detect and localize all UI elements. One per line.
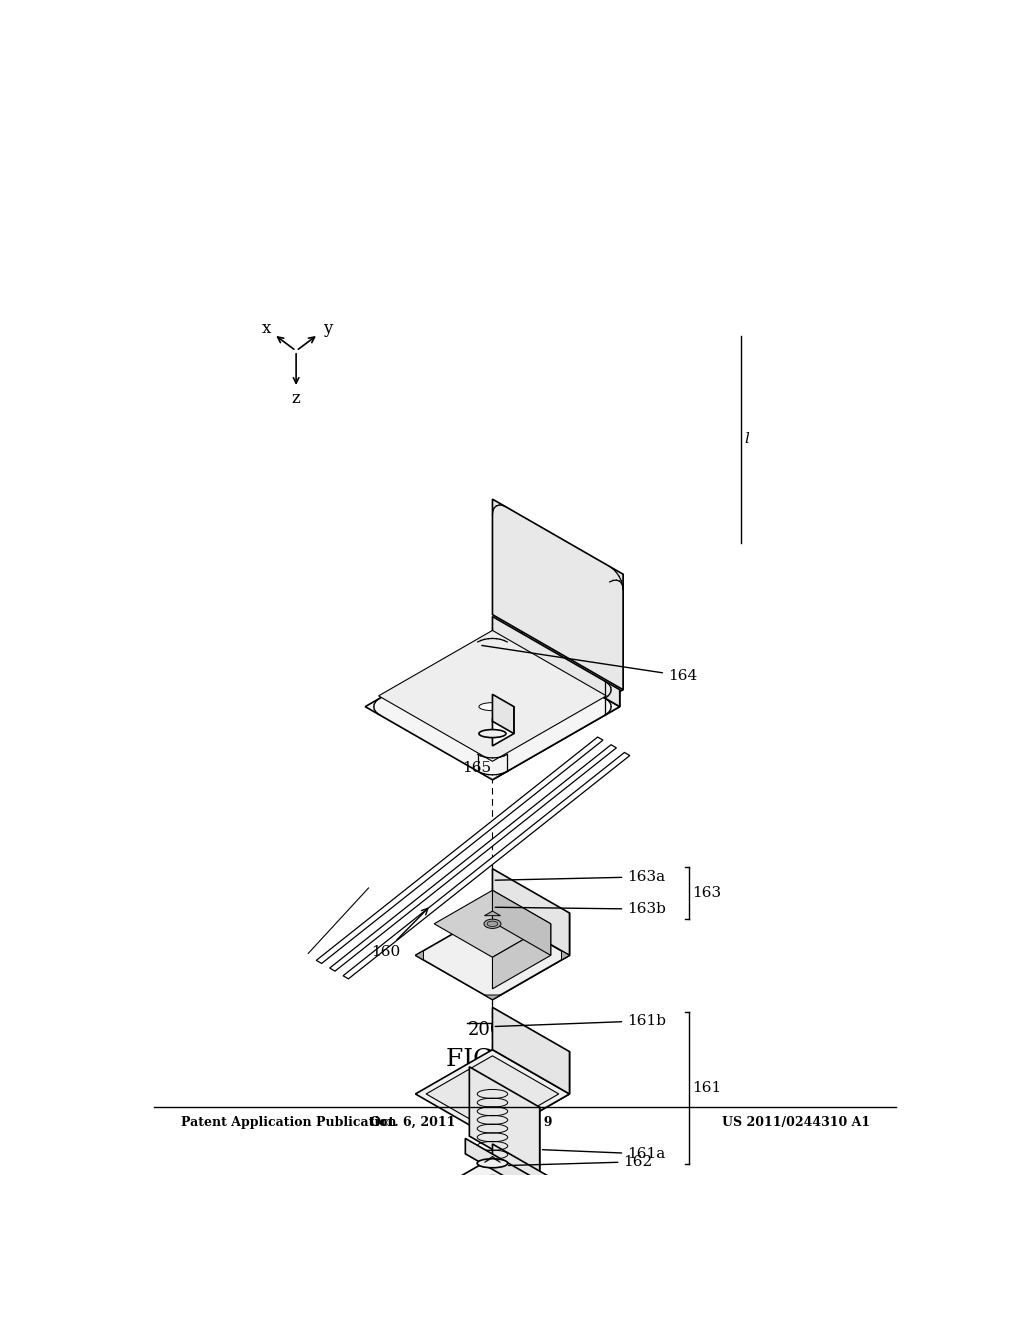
Polygon shape — [484, 1239, 501, 1250]
Polygon shape — [493, 1052, 569, 1138]
Polygon shape — [330, 744, 616, 972]
Polygon shape — [366, 634, 620, 780]
Polygon shape — [469, 1067, 540, 1176]
Ellipse shape — [482, 1176, 503, 1181]
Ellipse shape — [482, 1160, 503, 1167]
Polygon shape — [416, 1049, 569, 1138]
Text: 163a: 163a — [496, 870, 666, 884]
Text: 200: 200 — [468, 1022, 502, 1039]
Polygon shape — [316, 737, 603, 964]
Polygon shape — [484, 1156, 501, 1163]
Ellipse shape — [474, 1197, 498, 1210]
Ellipse shape — [487, 921, 498, 927]
Polygon shape — [493, 869, 569, 956]
Text: Oct. 6, 2011   Sheet 8 of 9: Oct. 6, 2011 Sheet 8 of 9 — [371, 1115, 553, 1129]
Polygon shape — [493, 574, 623, 764]
Polygon shape — [412, 1199, 420, 1209]
Polygon shape — [379, 631, 606, 762]
Text: 164: 164 — [482, 645, 697, 682]
Text: z: z — [292, 391, 300, 407]
Polygon shape — [412, 1158, 572, 1250]
Ellipse shape — [484, 919, 501, 928]
Polygon shape — [561, 950, 569, 960]
Ellipse shape — [477, 1159, 508, 1168]
Ellipse shape — [479, 702, 506, 710]
Text: 160: 160 — [371, 908, 428, 958]
Polygon shape — [343, 752, 630, 979]
Text: 163: 163 — [692, 886, 721, 900]
Polygon shape — [484, 995, 501, 999]
Text: US 2011/0244310 A1: US 2011/0244310 A1 — [722, 1115, 869, 1129]
Text: 162: 162 — [509, 1155, 652, 1168]
Polygon shape — [515, 1107, 540, 1191]
Polygon shape — [493, 1007, 569, 1094]
Text: 161: 161 — [692, 1081, 721, 1094]
Text: y: y — [323, 319, 332, 337]
Polygon shape — [493, 499, 623, 689]
Text: 161a: 161a — [543, 1147, 666, 1162]
Polygon shape — [484, 911, 501, 916]
Polygon shape — [493, 706, 514, 746]
Polygon shape — [493, 924, 551, 989]
Polygon shape — [465, 1138, 536, 1195]
Polygon shape — [565, 1199, 572, 1209]
Text: FIG. 8: FIG. 8 — [445, 1048, 524, 1071]
Polygon shape — [416, 950, 424, 960]
Polygon shape — [416, 911, 569, 999]
Text: 161b: 161b — [496, 1014, 667, 1028]
Polygon shape — [493, 1144, 572, 1204]
Polygon shape — [493, 694, 514, 734]
Polygon shape — [493, 616, 620, 706]
Ellipse shape — [470, 1196, 502, 1213]
Polygon shape — [493, 689, 620, 780]
Polygon shape — [493, 913, 569, 999]
Polygon shape — [434, 890, 551, 957]
Polygon shape — [493, 1191, 572, 1250]
Text: x: x — [261, 319, 271, 337]
Text: Patent Application Publication: Patent Application Publication — [180, 1115, 396, 1129]
Text: l: l — [744, 433, 750, 446]
Polygon shape — [493, 890, 551, 956]
Ellipse shape — [479, 730, 506, 738]
Polygon shape — [426, 1056, 559, 1133]
Text: 165: 165 — [463, 762, 492, 775]
Polygon shape — [519, 1179, 536, 1204]
Text: 163b: 163b — [496, 902, 666, 916]
